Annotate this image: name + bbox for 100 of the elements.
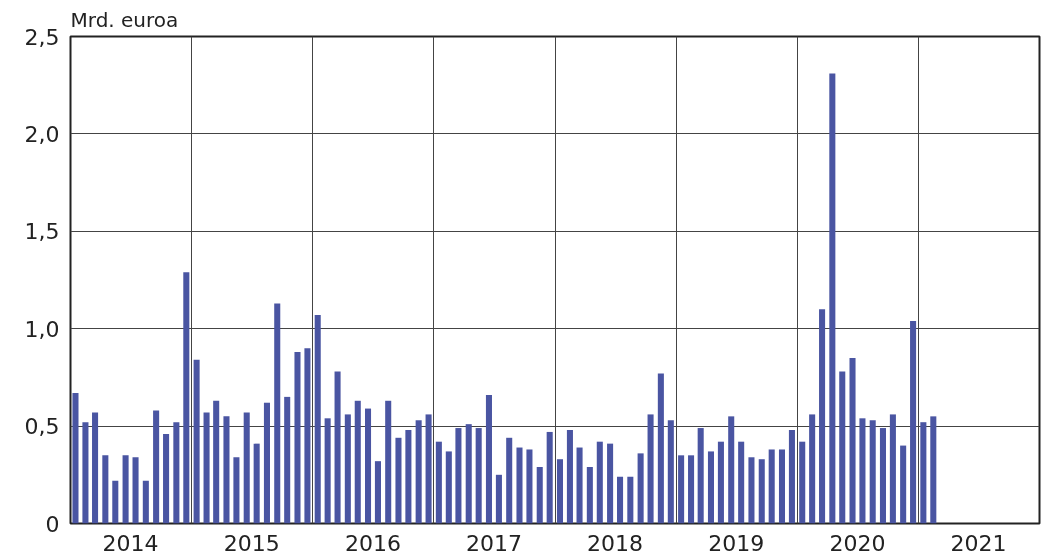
bar bbox=[455, 428, 462, 524]
bar bbox=[778, 449, 786, 524]
bar bbox=[374, 461, 381, 524]
bar bbox=[516, 447, 523, 524]
bar bbox=[647, 414, 654, 524]
bar bbox=[788, 430, 795, 524]
bar bbox=[697, 428, 704, 524]
bar bbox=[475, 428, 482, 524]
y-tick-label: 1,0 bbox=[24, 316, 60, 342]
bar bbox=[900, 445, 907, 524]
bar bbox=[485, 394, 492, 524]
bar bbox=[819, 309, 826, 524]
bar bbox=[930, 416, 937, 524]
bar bbox=[385, 400, 392, 524]
bar bbox=[213, 400, 220, 524]
bar bbox=[879, 428, 886, 524]
bar bbox=[334, 371, 341, 524]
bar bbox=[768, 449, 775, 524]
bar bbox=[839, 371, 846, 524]
bar bbox=[546, 431, 553, 524]
y-tick-label: 2,0 bbox=[24, 121, 60, 147]
bar bbox=[183, 272, 190, 524]
bar bbox=[506, 437, 513, 524]
bar bbox=[112, 480, 119, 524]
bar bbox=[556, 459, 564, 524]
bar bbox=[243, 412, 250, 524]
bar bbox=[354, 400, 361, 524]
bar bbox=[586, 467, 593, 524]
bar bbox=[102, 455, 109, 524]
bar bbox=[667, 420, 674, 524]
bar bbox=[253, 443, 260, 524]
bar bbox=[849, 357, 856, 524]
bar bbox=[465, 424, 472, 524]
bar bbox=[657, 373, 664, 524]
bar bbox=[688, 455, 695, 524]
x-tick-label: 2020 bbox=[829, 530, 886, 553]
bar bbox=[445, 451, 452, 524]
x-tick-label: 2017 bbox=[465, 530, 522, 553]
bar bbox=[82, 422, 89, 524]
bar bbox=[405, 430, 412, 524]
bar bbox=[607, 443, 614, 524]
bar bbox=[889, 414, 896, 524]
bar bbox=[799, 441, 806, 524]
bar bbox=[596, 441, 603, 524]
bar bbox=[153, 410, 160, 524]
bar bbox=[758, 459, 765, 524]
bar bbox=[495, 474, 502, 524]
x-tick-label: 2018 bbox=[587, 530, 644, 553]
y-tick-label: 0 bbox=[45, 511, 60, 537]
bar bbox=[627, 476, 634, 524]
x-tick-label: 2016 bbox=[344, 530, 401, 553]
bar bbox=[869, 420, 876, 524]
bar bbox=[576, 447, 583, 524]
bar bbox=[859, 418, 866, 524]
x-tick-label: 2021 bbox=[950, 530, 1007, 553]
bar bbox=[748, 457, 755, 524]
bar bbox=[566, 430, 573, 524]
bar bbox=[142, 480, 149, 524]
bar bbox=[284, 396, 291, 524]
bar bbox=[344, 414, 351, 524]
bar bbox=[707, 451, 714, 524]
bar bbox=[233, 457, 240, 524]
bar bbox=[304, 348, 311, 524]
y-axis-title: Mrd. euroa bbox=[70, 7, 179, 32]
bar bbox=[829, 73, 836, 524]
bar bbox=[809, 414, 816, 524]
bar bbox=[274, 303, 281, 524]
bar bbox=[536, 467, 543, 524]
bar bbox=[415, 420, 422, 524]
x-tick-label: 2019 bbox=[708, 530, 765, 553]
bar bbox=[193, 359, 200, 524]
bar bbox=[132, 457, 139, 524]
bar bbox=[435, 441, 442, 524]
bar bbox=[637, 453, 644, 524]
bar bbox=[526, 449, 533, 524]
bar bbox=[163, 433, 170, 524]
y-tick-label: 0,5 bbox=[24, 414, 60, 440]
x-tick-label: 2015 bbox=[223, 530, 280, 553]
y-tick-label: 2,5 bbox=[24, 24, 60, 50]
bar bbox=[314, 315, 321, 524]
y-tick-label: 1,5 bbox=[24, 219, 60, 245]
bar bbox=[294, 352, 301, 524]
bar bbox=[920, 422, 927, 524]
bar bbox=[92, 412, 99, 524]
bar bbox=[173, 422, 180, 524]
bar bbox=[263, 402, 270, 524]
bar bbox=[728, 416, 735, 524]
bar bbox=[738, 441, 745, 524]
bar bbox=[617, 476, 624, 524]
bar bbox=[324, 418, 331, 524]
bar bbox=[122, 455, 129, 524]
bar bbox=[678, 455, 685, 524]
bar bbox=[910, 320, 917, 524]
bar bbox=[717, 441, 724, 524]
bar bbox=[364, 408, 372, 524]
bar bbox=[223, 416, 230, 524]
bar bbox=[72, 392, 79, 524]
bar bbox=[425, 414, 432, 524]
bar bbox=[395, 437, 402, 524]
x-tick-label: 2014 bbox=[102, 530, 159, 553]
